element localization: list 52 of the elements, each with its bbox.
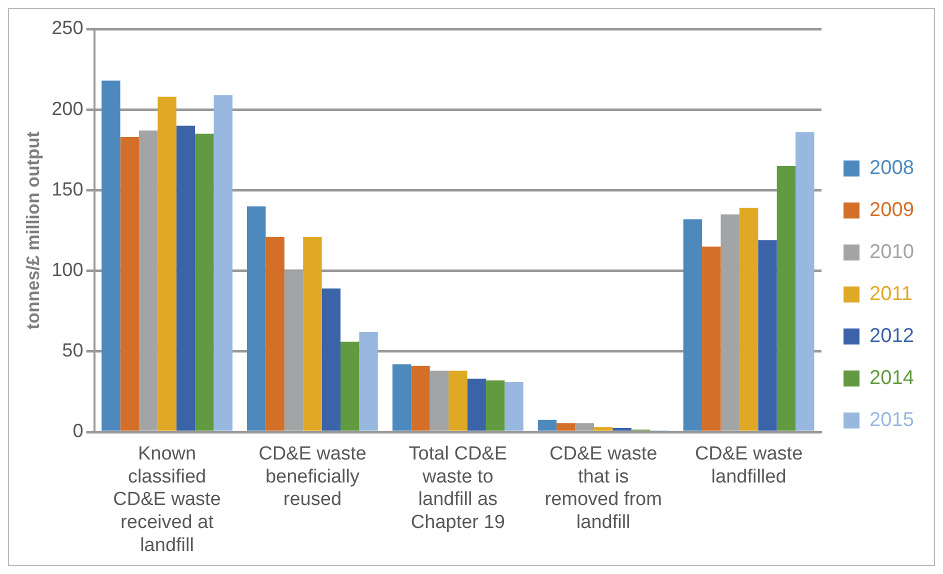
bar xyxy=(612,428,632,431)
bar xyxy=(776,166,796,431)
y-tick-label: 150 xyxy=(52,179,84,200)
bar xyxy=(683,219,702,431)
y-axis-title: tonnes/£ million output xyxy=(22,132,43,330)
bar xyxy=(594,427,613,431)
x-tick-label: CD&E waste landfilled xyxy=(694,444,803,488)
bar xyxy=(176,126,196,431)
bar xyxy=(411,366,430,431)
bar xyxy=(195,134,214,431)
x-tick-label: Total CD&E waste to landfill as Chapter 19 xyxy=(408,444,508,534)
bar xyxy=(158,96,176,431)
legend-label: 2009 xyxy=(870,199,914,222)
bar xyxy=(120,137,139,431)
bar xyxy=(467,378,486,431)
bar xyxy=(303,236,322,431)
bar xyxy=(392,364,412,431)
legend-label: 2011 xyxy=(870,283,913,306)
x-tick-label: CD&E waste that is removed from landfill xyxy=(544,444,662,534)
bar xyxy=(340,342,360,431)
y-tick-label: 50 xyxy=(62,340,84,362)
bar xyxy=(214,95,232,431)
bar xyxy=(486,380,505,431)
bar xyxy=(322,288,341,431)
bar xyxy=(266,236,284,431)
bar xyxy=(758,240,777,431)
bar xyxy=(359,332,378,431)
bar xyxy=(702,246,721,431)
legend-label: 2015 xyxy=(870,409,914,432)
legend-label: 2014 xyxy=(870,367,914,390)
bar xyxy=(796,132,814,431)
bar xyxy=(138,130,158,431)
bar xyxy=(448,370,468,431)
x-tick-label: CD&E waste beneficially reused xyxy=(258,444,366,510)
legend-label: 2010 xyxy=(870,241,914,264)
y-tick-label: 250 xyxy=(52,18,84,40)
bar xyxy=(504,382,524,431)
bar xyxy=(538,420,557,431)
bar xyxy=(247,206,266,431)
bar xyxy=(575,423,594,431)
x-tick-label: Known classified CD&E waste received at landfill xyxy=(113,444,221,556)
legend-label: 2012 xyxy=(870,325,914,348)
y-tick-label: 0 xyxy=(72,421,84,442)
legend-label: 2008 xyxy=(870,157,914,180)
bar xyxy=(739,208,758,431)
y-tick-label: 100 xyxy=(52,260,84,282)
bar xyxy=(720,214,740,431)
bar xyxy=(556,423,576,431)
bar xyxy=(430,370,449,431)
bar xyxy=(284,270,304,431)
bar xyxy=(102,80,120,431)
y-tick-label: 200 xyxy=(52,98,84,120)
